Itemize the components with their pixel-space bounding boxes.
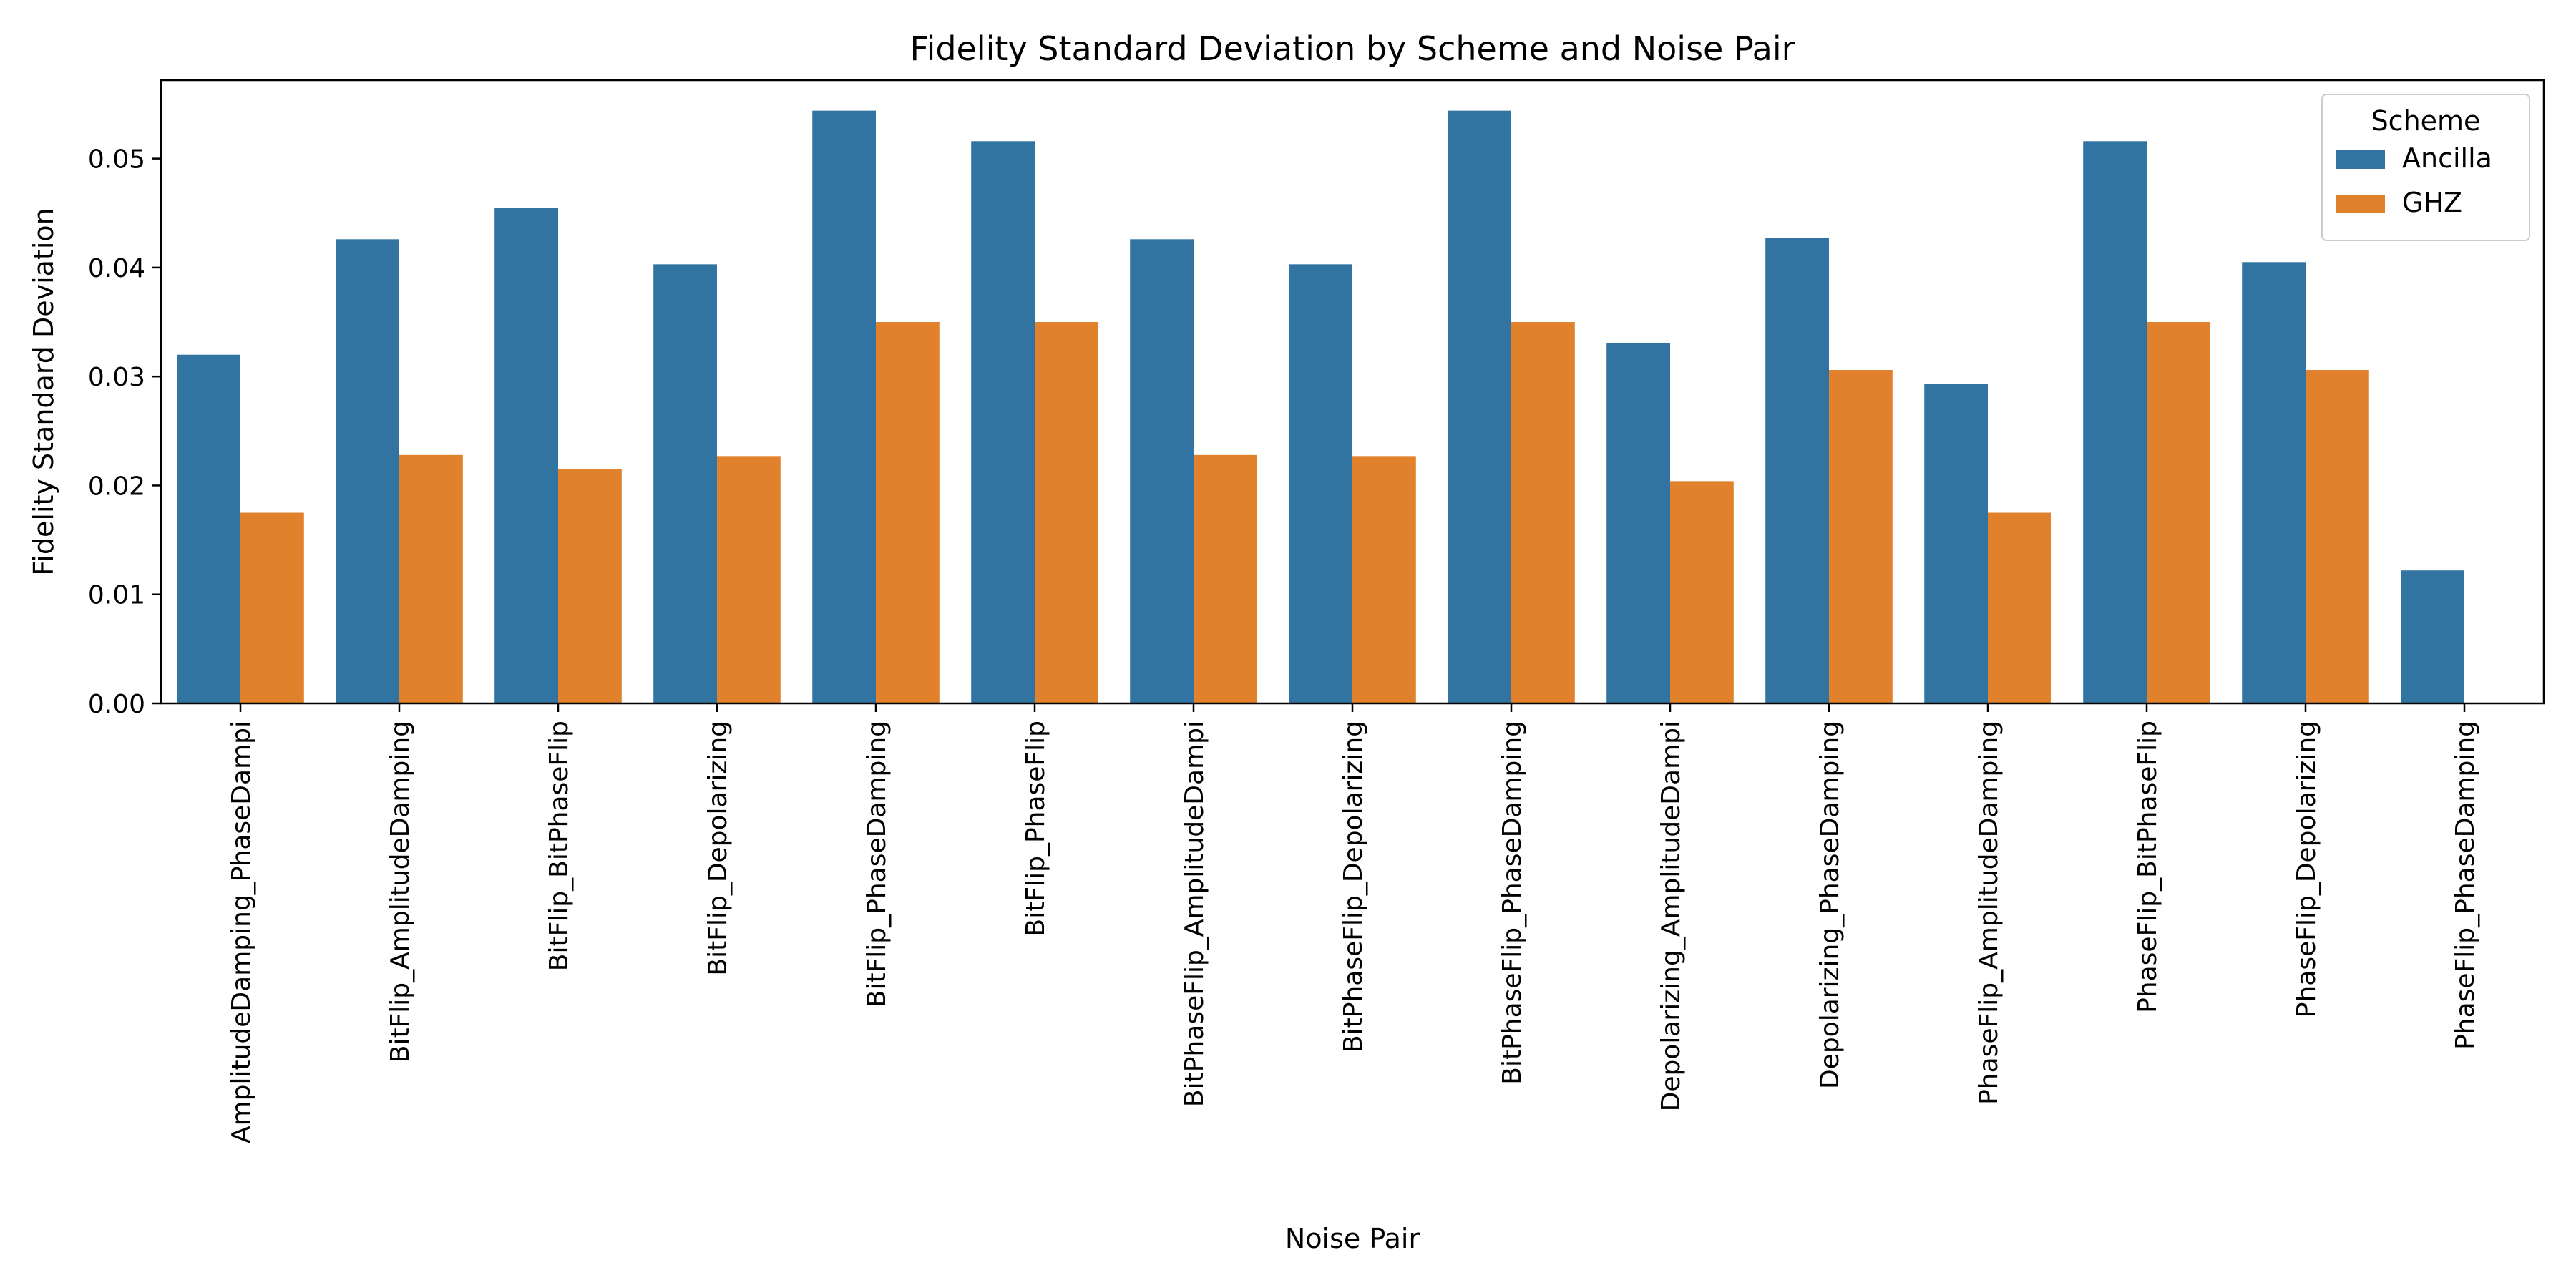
x-tick-label: BitPhaseFlip_PhaseDamping: [1498, 721, 1527, 1085]
y-tick-label: 0.05: [88, 145, 145, 175]
x-tick-label: BitPhaseFlip_AmplitudeDampi: [1180, 721, 1209, 1107]
bar-ancilla-7: [1289, 264, 1352, 703]
legend-label-ghz: GHZ: [2402, 187, 2462, 218]
y-axis-title: Fidelity Standard Deviation: [28, 208, 59, 575]
bar-ancilla-5: [971, 141, 1035, 704]
bar-ghz-0: [240, 512, 304, 703]
x-tick-label: Depolarizing_AmplitudeDampi: [1657, 721, 1686, 1111]
legend-swatch-ghz: [2336, 195, 2385, 213]
x-tick-label: BitFlip_PhaseDamping: [862, 721, 892, 1008]
x-axis: AmplitudeDamping_PhaseDampi BitFlip_Ampli…: [227, 703, 2480, 1143]
x-tick-label: BitFlip_PhaseFlip: [1021, 721, 1050, 936]
y-tick-label: 0.00: [88, 690, 145, 719]
bar-ghz-8: [1511, 322, 1575, 704]
bar-ghz-7: [1352, 456, 1416, 703]
plot-frame: [160, 79, 2545, 705]
bar-ancilla-10: [1765, 238, 1829, 704]
bar-ancilla-11: [1924, 384, 1988, 703]
x-tick-label: PhaseFlip_Depolarizing: [2292, 721, 2321, 1018]
x-tick-label: BitFlip_Depolarizing: [703, 721, 733, 976]
bar-ghz-6: [1194, 454, 1257, 703]
bars-group: [177, 110, 2464, 704]
x-tick-label: AmplitudeDamping_PhaseDampi: [227, 721, 256, 1143]
x-axis-title: Noise Pair: [1285, 1223, 1420, 1254]
x-tick-label: BitPhaseFlip_Depolarizing: [1339, 721, 1368, 1053]
bar-ancilla-9: [1606, 342, 1670, 703]
bar-ghz-11: [1988, 512, 2051, 703]
bar-ghz-1: [399, 454, 463, 703]
bar-ancilla-0: [177, 354, 240, 703]
bar-ancilla-8: [1448, 110, 1511, 704]
x-tick-label: PhaseFlip_BitPhaseFlip: [2133, 721, 2162, 1013]
bar-ghz-10: [1829, 370, 1893, 703]
bar-ghz-5: [1035, 322, 1098, 704]
y-tick-label: 0.02: [88, 472, 145, 501]
bar-ancilla-13: [2242, 262, 2306, 704]
bar-ancilla-3: [653, 264, 717, 703]
bar-ghz-3: [717, 456, 781, 703]
bar-ancilla-14: [2401, 570, 2464, 703]
bar-ancilla-1: [336, 239, 399, 703]
x-tick-label: PhaseFlip_PhaseDamping: [2451, 721, 2480, 1050]
x-tick-label: BitFlip_BitPhaseFlip: [545, 721, 574, 971]
legend-label-ancilla: Ancilla: [2402, 142, 2492, 174]
chart-title: Fidelity Standard Deviation by Scheme an…: [909, 29, 1795, 68]
y-tick-label: 0.01: [88, 581, 145, 610]
x-tick-label: BitFlip_AmplitudeDamping: [386, 721, 415, 1063]
bar-ancilla-6: [1130, 239, 1194, 703]
y-tick-label: 0.04: [88, 254, 145, 283]
bar-ancilla-2: [494, 208, 558, 704]
bar-ancilla-12: [2083, 141, 2147, 704]
bar-ghz-4: [876, 322, 940, 704]
x-tick-label: Depolarizing_PhaseDamping: [1815, 721, 1845, 1089]
bar-ghz-2: [558, 469, 622, 703]
legend-swatch-ancilla: [2336, 150, 2385, 169]
bar-ghz-9: [1670, 481, 1734, 703]
y-tick-label: 0.03: [88, 363, 145, 392]
bar-ghz-12: [2147, 322, 2210, 704]
bar-ancilla-4: [812, 110, 876, 704]
legend: Scheme Ancilla GHZ: [2321, 94, 2530, 241]
legend-title: Scheme: [2371, 105, 2481, 137]
bar-ghz-13: [2306, 370, 2369, 703]
y-axis: 0.00 0.01 0.02 0.03 0.04 0.05: [88, 145, 161, 719]
x-tick-label: PhaseFlip_AmplitudeDamping: [1974, 721, 2004, 1105]
